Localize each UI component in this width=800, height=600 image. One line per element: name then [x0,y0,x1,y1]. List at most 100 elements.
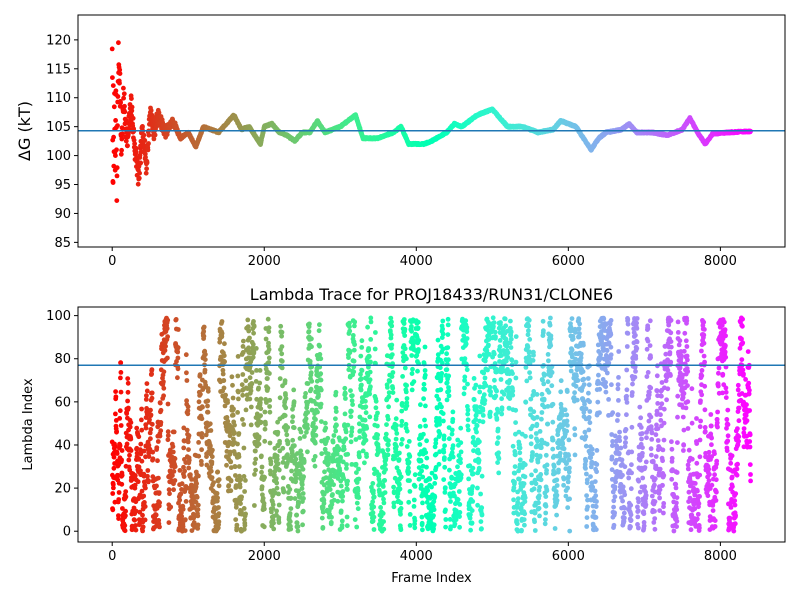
lambda-point [265,376,270,381]
lambda-point [276,502,282,508]
lambda-point [308,386,314,392]
lambda-point [250,342,256,347]
lambda-point [170,449,176,455]
lambda-point [420,500,425,506]
lambda-point [406,439,412,444]
lambda-point [305,410,311,415]
lambda-point [248,422,254,428]
lambda-point [279,344,285,349]
lambda-point [124,441,130,447]
lambda-point [173,317,179,322]
lambda-point [385,385,390,390]
lambda-point [355,488,361,493]
delta-g-point [137,170,143,176]
lambda-point [154,483,159,489]
lambda-point [345,478,350,484]
lambda-point [135,479,141,485]
lambda-point [301,458,307,464]
lambda-point [161,379,166,385]
lambda-point [424,455,430,461]
lambda-point [287,519,293,524]
lambda-point [371,527,377,532]
lambda-point [367,391,372,397]
lambda-point [300,522,305,528]
lambda-point [203,352,208,357]
lambda-point [309,378,315,384]
lambda-point [243,378,249,384]
lambda-point [262,409,268,415]
lambda-point [339,518,345,524]
lambda-point [237,484,243,490]
lambda-point [216,477,222,482]
lambda-point [141,493,147,499]
lambda-point [375,432,381,438]
lambda-point [144,381,150,386]
y-tick-label: 115 [46,62,71,77]
lambda-point [351,369,357,375]
delta-g-point [138,160,144,166]
lambda-point [319,451,325,457]
lambda-point [194,494,200,500]
lambda-point [355,506,361,512]
lambda-point [110,491,116,496]
delta-g-point [146,132,152,138]
lambda-point [238,501,243,506]
lambda-point [265,385,271,391]
lambda-point [366,347,372,353]
lambda-point [367,369,373,375]
lambda-point [353,461,359,467]
lambda-point [375,410,380,416]
lambda-point [420,527,425,533]
delta-g-point [115,94,121,99]
lambda-point [278,323,284,329]
lambda-point [126,457,132,463]
lambda-point [194,481,200,486]
lambda-point [276,491,281,497]
lambda-point [406,499,412,505]
lambda-point [258,419,264,425]
lambda-point [243,511,249,517]
lambda-point [319,515,325,521]
lambda-point [123,508,128,514]
delta-g-point [129,104,135,110]
lambda-point [277,438,282,444]
lambda-point [407,523,413,528]
lambda-point [182,468,188,474]
lambda-point [399,437,405,442]
delta-g-point [109,46,115,52]
lambda-point [251,330,256,336]
lambda-point [336,446,342,451]
lambda-point [437,365,443,371]
lambda-point [116,497,122,502]
lambda-point [417,424,423,429]
lambda-point [287,511,293,516]
lambda-point [198,391,203,397]
delta-g-point [151,136,157,142]
lambda-point [402,333,408,338]
lambda-point [153,512,159,518]
lambda-point [385,452,391,458]
lambda-point [348,439,354,445]
delta-g-point [114,165,120,171]
lambda-point [356,466,361,472]
lambda-point [195,513,201,519]
delta-g-point [110,180,116,186]
lambda-point [290,419,295,425]
delta-g-point [111,104,117,110]
lambda-point [435,337,441,343]
lambda-point [416,347,421,352]
delta-g-point [114,198,120,204]
lambda-point [422,372,428,378]
lambda-point [236,431,242,436]
lambda-point [407,478,412,483]
lambda-point [195,507,201,512]
lambda-point [113,411,118,417]
lambda-point [263,421,268,427]
lambda-point [242,489,248,494]
lambda-point [348,388,353,393]
lambda-point [125,380,131,386]
lambda-point [358,353,364,359]
lambda-point [184,370,189,376]
lambda-point [333,416,338,422]
delta-g-point [130,115,136,121]
